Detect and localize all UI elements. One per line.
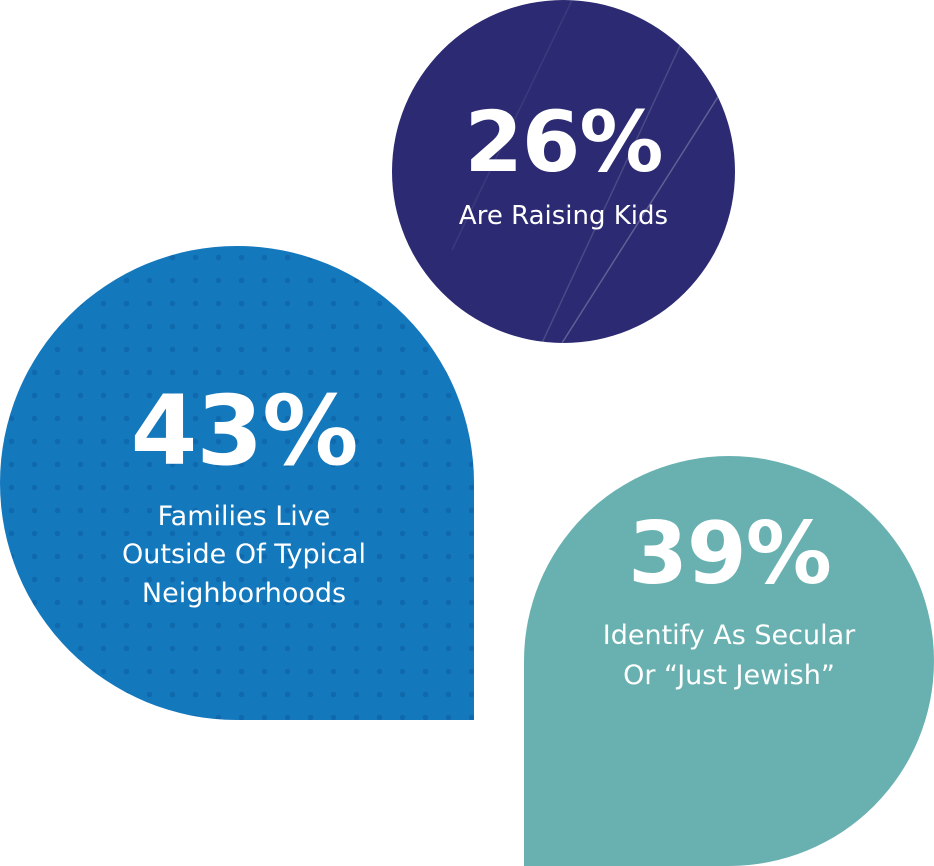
stat-label: Or “Just Jewish” — [623, 660, 835, 691]
stat-label: Families Live — [157, 501, 331, 532]
stat-label: Are Raising Kids — [458, 201, 669, 231]
decor-lines — [451, 0, 735, 343]
stat-bubble: 26% Are Raising Kids — [392, 0, 735, 343]
stat-label: Outside Of Typical — [122, 539, 366, 570]
stat-bubble: 39% Identify As Secular Or “Just Jewish” — [524, 456, 934, 866]
stat-label: Identify As Secular — [602, 620, 856, 651]
stat-bubble: 43% Families Live Outside Of Typical Nei… — [0, 246, 474, 720]
stat-value: 26% — [464, 93, 663, 191]
stat-value: 39% — [628, 504, 832, 604]
stat-label: Neighborhoods — [141, 578, 347, 609]
stat-value: 43% — [130, 375, 359, 487]
